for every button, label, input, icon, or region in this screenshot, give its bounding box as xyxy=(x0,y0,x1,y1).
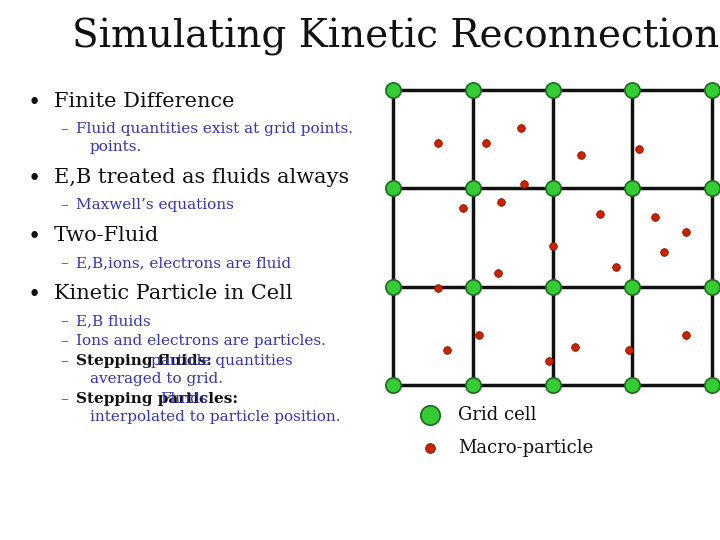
Text: Maxwell’s equations: Maxwell’s equations xyxy=(76,198,234,212)
Text: Ions and electrons are particles.: Ions and electrons are particles. xyxy=(76,334,326,348)
Text: •: • xyxy=(28,226,41,248)
Text: –: – xyxy=(60,256,68,270)
Text: E,B,ions, electrons are fluid: E,B,ions, electrons are fluid xyxy=(76,256,291,270)
Text: Two-Fluid: Two-Fluid xyxy=(54,226,159,245)
Text: Kinetic Particle in Cell: Kinetic Particle in Cell xyxy=(54,284,292,303)
Text: Stepping particles:: Stepping particles: xyxy=(76,392,243,406)
Text: Simulating Kinetic Reconnection: Simulating Kinetic Reconnection xyxy=(72,18,719,56)
Text: –: – xyxy=(60,354,68,368)
Text: Macro-particle: Macro-particle xyxy=(458,439,593,457)
Text: interpolated to particle position.: interpolated to particle position. xyxy=(90,410,341,424)
Text: •: • xyxy=(28,284,41,306)
Text: –: – xyxy=(60,334,68,348)
Text: Grid cell: Grid cell xyxy=(458,406,536,424)
Text: –: – xyxy=(60,122,68,136)
Text: Fluids: Fluids xyxy=(160,392,207,406)
Text: –: – xyxy=(60,314,68,328)
Text: E,B fluids: E,B fluids xyxy=(76,314,150,328)
Text: •: • xyxy=(28,92,41,114)
Text: –: – xyxy=(60,198,68,212)
Text: E,B treated as fluids always: E,B treated as fluids always xyxy=(54,168,349,187)
Text: averaged to grid.: averaged to grid. xyxy=(90,372,223,386)
Text: points.: points. xyxy=(90,140,143,154)
Text: Finite Difference: Finite Difference xyxy=(54,92,235,111)
Text: Fluid quantities exist at grid points.: Fluid quantities exist at grid points. xyxy=(76,122,353,136)
Text: –: – xyxy=(60,392,68,406)
Text: particle quantities: particle quantities xyxy=(151,354,292,368)
Text: •: • xyxy=(28,168,41,190)
Text: Stepping fluids:: Stepping fluids: xyxy=(76,354,217,368)
